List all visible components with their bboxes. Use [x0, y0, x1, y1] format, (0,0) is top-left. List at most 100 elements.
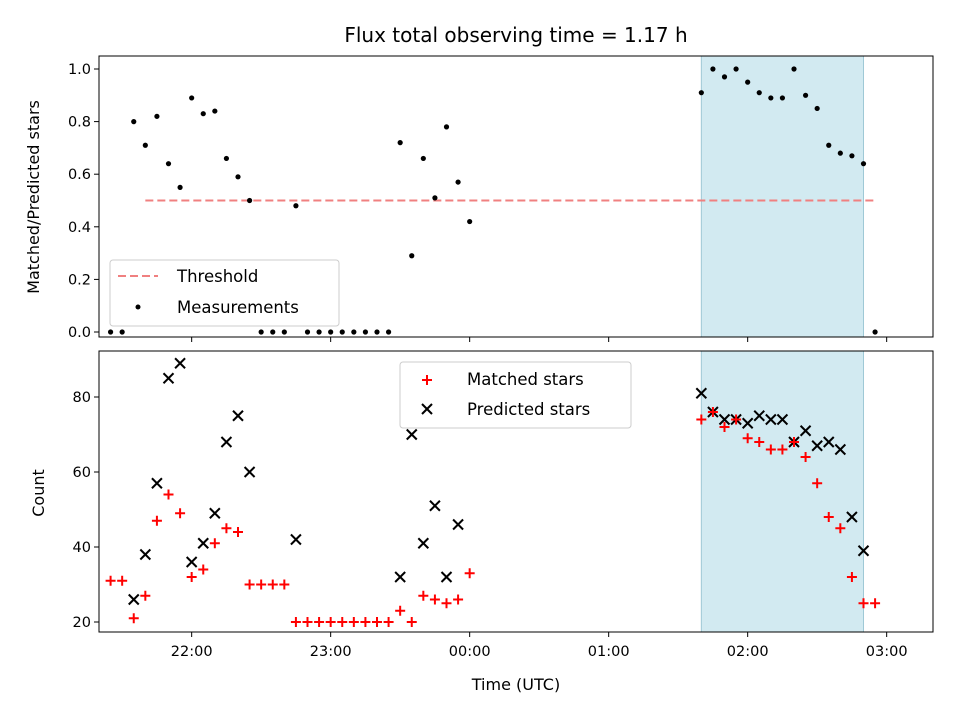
y-tick-label: 60	[73, 465, 91, 481]
matched-point	[731, 414, 742, 425]
matched-point	[846, 572, 857, 582]
measurement-point	[212, 108, 218, 114]
highlight-span	[700, 350, 864, 633]
legend-predicted-label: Predicted stars	[467, 400, 590, 419]
predicted-point	[139, 548, 152, 561]
matched-point	[117, 575, 128, 586]
matched-point	[835, 523, 846, 534]
x-tick-label: 23:00	[310, 644, 352, 660]
matched-points	[105, 407, 881, 627]
y-axis-ticks-top: 0.0 0.2 0.4 0.6 0.8 1.0	[68, 62, 99, 341]
predicted-point	[741, 417, 754, 429]
matched-point	[279, 579, 290, 590]
measurement-point	[246, 197, 253, 204]
y-tick-label: 0.4	[68, 220, 91, 236]
matched-point	[823, 512, 834, 522]
predicted-point	[220, 436, 233, 448]
measurement-point	[142, 142, 148, 148]
matched-point	[244, 579, 255, 590]
y-axis-label-top: Matched/Predicted stars	[24, 100, 43, 294]
measurement-point	[177, 184, 183, 190]
matched-point	[314, 617, 325, 627]
measurement-point	[802, 92, 809, 98]
axes-frame-bottom	[98, 350, 934, 633]
predicted-point	[799, 425, 812, 437]
matched-point	[406, 617, 417, 627]
x-tick-label: 03:00	[866, 644, 908, 660]
matched-point	[128, 613, 139, 624]
measurement-point	[258, 329, 264, 335]
y-tick-label: 80	[73, 390, 91, 406]
measurement-point	[849, 153, 855, 159]
matched-point	[151, 515, 162, 526]
predicted-point	[695, 387, 708, 399]
predicted-point	[846, 511, 858, 523]
measurement-point	[200, 111, 206, 117]
measurement-point	[455, 179, 461, 185]
predicted-point	[417, 537, 430, 549]
matched-point	[337, 617, 348, 627]
measurement-point	[281, 329, 287, 335]
y-tick-label: 1.0	[68, 62, 91, 78]
predicted-point	[209, 507, 221, 519]
predicted-point	[776, 413, 789, 426]
measurement-point	[710, 66, 716, 72]
matched-point	[696, 414, 707, 425]
measurement-point	[304, 329, 311, 335]
predicted-points	[128, 357, 870, 606]
measurement-point	[467, 218, 473, 225]
x-axis-ticks-bottom: 22:00 23:00 00:00 01:00 02:00 03:00	[171, 632, 908, 660]
matched-point	[325, 617, 336, 627]
matched-point	[140, 590, 151, 601]
measurement-point	[860, 161, 867, 167]
matched-point	[441, 598, 452, 609]
measurement-point	[270, 329, 276, 335]
matched-point	[800, 452, 811, 462]
predicted-point	[857, 545, 870, 557]
measurement-point	[698, 90, 704, 96]
measurement-point	[872, 329, 878, 335]
matched-point	[765, 444, 776, 455]
predicted-point	[765, 413, 777, 426]
legend-box-top	[109, 259, 340, 327]
matched-point	[290, 617, 301, 627]
predicted-point	[174, 357, 186, 369]
x-axis-label: Time (UTC)	[471, 675, 560, 694]
matched-point	[360, 617, 371, 627]
measurement-point	[362, 329, 369, 335]
predicted-point	[197, 537, 209, 549]
predicted-point	[232, 410, 244, 422]
measurement-point	[721, 74, 728, 80]
matched-point	[429, 594, 440, 605]
measurement-point	[385, 329, 392, 335]
matched-point	[221, 523, 232, 534]
matched-point	[395, 605, 406, 616]
matched-point	[233, 527, 243, 537]
predicted-point	[406, 428, 418, 441]
measurement-point	[420, 155, 426, 162]
measurement-point	[443, 124, 450, 130]
measurement-points	[107, 66, 878, 335]
x-tick-label: 01:00	[588, 644, 630, 660]
measurement-point	[756, 90, 762, 96]
matched-point	[858, 598, 869, 609]
legend-box-bottom	[399, 361, 632, 429]
ratio-panel: 0.0 0.2 0.4 0.6 0.8 1.0 Matched/Predicted sta…	[24, 55, 934, 342]
measurement-point	[351, 329, 357, 335]
predicted-point	[290, 533, 302, 546]
axes-frame-top	[98, 55, 934, 338]
predicted-point	[834, 443, 847, 456]
legend-bottom: Matched stars Predicted stars	[399, 361, 632, 429]
y-tick-label: 0.6	[68, 167, 91, 183]
matched-point	[870, 598, 881, 609]
matched-point	[418, 590, 429, 601]
measurement-point	[189, 95, 195, 101]
matched-point	[175, 508, 186, 519]
matched-point	[267, 579, 278, 590]
matched-point	[348, 617, 359, 627]
predicted-point	[718, 413, 731, 426]
measurement-point	[131, 119, 137, 125]
matched-point	[777, 444, 788, 455]
